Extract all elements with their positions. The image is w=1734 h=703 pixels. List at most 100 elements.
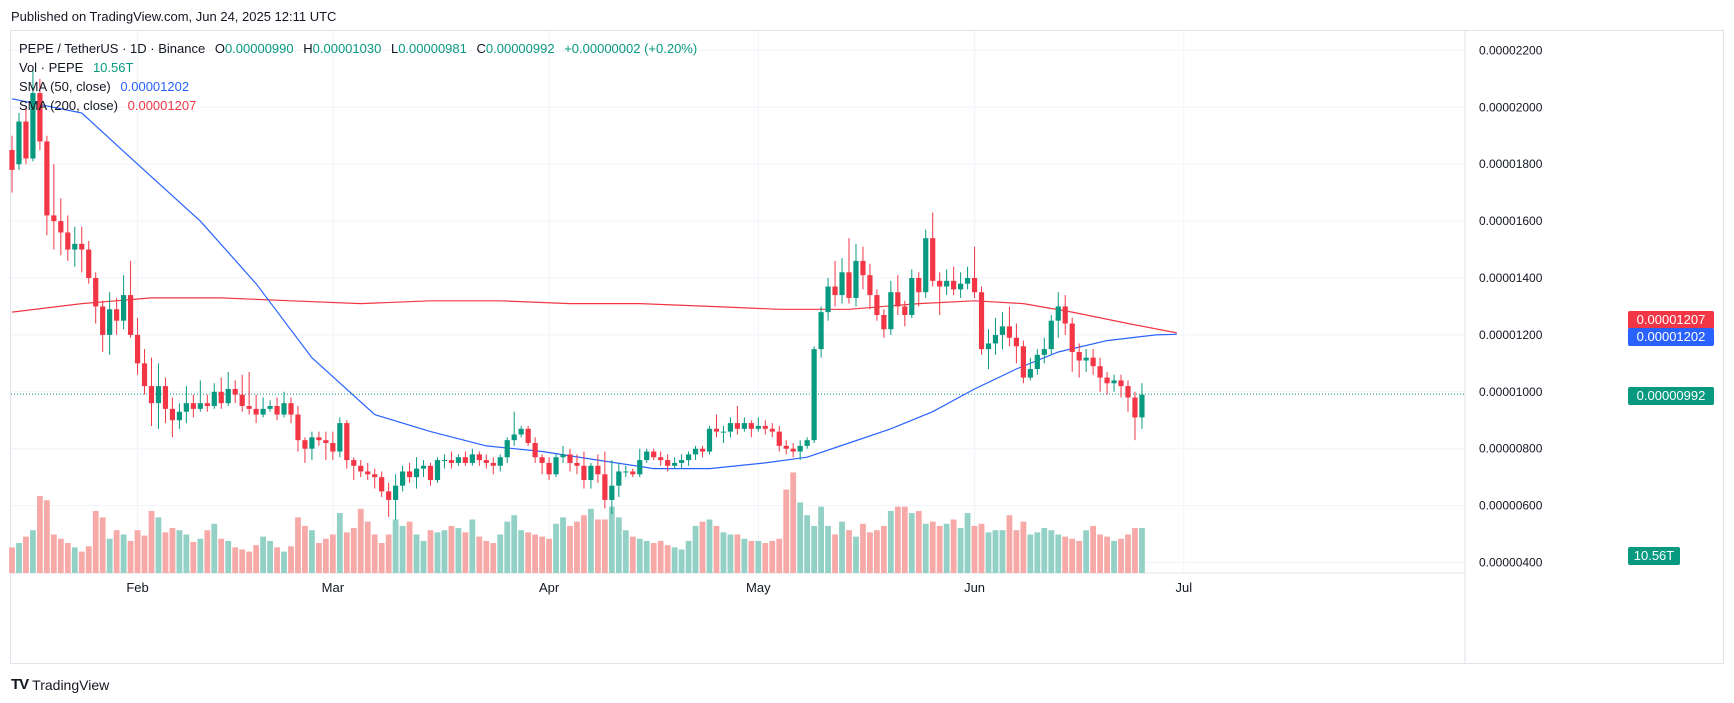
volume-bar bbox=[832, 534, 838, 573]
candle-body bbox=[790, 448, 796, 452]
volume-bar bbox=[469, 519, 476, 573]
volume-bar bbox=[518, 530, 525, 573]
candle-body bbox=[448, 460, 455, 463]
volume-bar bbox=[1111, 540, 1117, 573]
volume-bar bbox=[650, 543, 657, 573]
volume-bar bbox=[1125, 534, 1131, 573]
volume-bar bbox=[441, 530, 448, 573]
candle-body bbox=[1111, 380, 1117, 384]
candle-body bbox=[86, 249, 92, 278]
sma200-label[interactable]: SMA (200, close) bbox=[19, 98, 118, 113]
volume-bar bbox=[462, 532, 469, 573]
x-tick-label: Mar bbox=[322, 580, 345, 595]
volume-bar bbox=[497, 534, 504, 573]
volume-bar bbox=[176, 530, 183, 573]
volume-bar bbox=[887, 510, 894, 573]
candle-body bbox=[658, 457, 664, 461]
volume-label[interactable]: Vol · PEPE bbox=[19, 60, 84, 75]
volume-bar bbox=[302, 525, 308, 573]
candle-body bbox=[65, 232, 71, 250]
high-value: 0.00001030 bbox=[312, 41, 382, 56]
candle-body bbox=[999, 326, 1006, 335]
volume-bar bbox=[281, 551, 287, 573]
volume-bar bbox=[1034, 532, 1041, 573]
candle-body bbox=[1020, 346, 1026, 378]
sma50-price-tag: 0.00001202 bbox=[1628, 328, 1714, 346]
volume-bar bbox=[1132, 528, 1138, 573]
candle-body bbox=[930, 238, 936, 281]
chart-frame[interactable] bbox=[10, 30, 1724, 664]
candle-body bbox=[1076, 351, 1082, 361]
candle-body bbox=[692, 448, 699, 455]
candle-body bbox=[372, 474, 378, 478]
volume-bar bbox=[950, 519, 957, 573]
candle-body bbox=[162, 386, 169, 409]
volume-bar bbox=[1062, 536, 1069, 573]
tradingview-logo-icon[interactable]: TV bbox=[11, 676, 29, 693]
y-tick-label: 0.00001200 bbox=[1479, 328, 1543, 342]
candle-body bbox=[609, 485, 615, 500]
candle-body bbox=[462, 457, 468, 463]
volume-bar bbox=[978, 523, 985, 573]
candle-body bbox=[706, 428, 713, 452]
volume-bar bbox=[218, 538, 225, 573]
volume-bar bbox=[57, 538, 64, 573]
candle-body bbox=[567, 454, 573, 463]
volume-bar bbox=[50, 534, 57, 573]
candle-body bbox=[539, 457, 545, 463]
volume-bar bbox=[999, 530, 1006, 573]
volume-bar bbox=[357, 508, 364, 573]
candle-body bbox=[748, 423, 754, 429]
volume-bar bbox=[525, 532, 532, 573]
candle-body bbox=[434, 460, 441, 480]
candle-body bbox=[525, 428, 531, 444]
volume-bar bbox=[880, 525, 887, 573]
candle-body bbox=[888, 292, 894, 330]
candle-body bbox=[406, 471, 413, 478]
volume-bar bbox=[713, 525, 720, 573]
candle-body bbox=[853, 260, 859, 298]
volume-bar bbox=[601, 519, 608, 573]
volume-bar bbox=[253, 545, 260, 573]
volume-bar bbox=[727, 534, 734, 573]
volume-bar bbox=[399, 525, 406, 573]
candle-body bbox=[616, 471, 622, 486]
candle-body bbox=[978, 292, 985, 350]
symbol-label[interactable]: PEPE / TetherUS · 1D · Binance bbox=[19, 41, 206, 56]
candle-body bbox=[190, 403, 196, 409]
volume-bar bbox=[567, 525, 573, 573]
volume-bar bbox=[350, 528, 357, 573]
candle-body bbox=[441, 460, 448, 462]
volume-bar bbox=[622, 530, 629, 573]
volume-bar bbox=[964, 513, 971, 573]
volume-bar bbox=[148, 510, 155, 573]
volume-bar bbox=[929, 521, 936, 573]
candle-body bbox=[365, 471, 371, 475]
candle-body bbox=[588, 465, 594, 480]
candle-body bbox=[100, 306, 106, 335]
volume-bar bbox=[30, 530, 36, 573]
sma50-label[interactable]: SMA (50, close) bbox=[19, 79, 111, 94]
volume-bar bbox=[364, 521, 371, 573]
candle-body bbox=[1083, 357, 1089, 361]
volume-bar bbox=[385, 534, 392, 573]
candle-body bbox=[1118, 380, 1124, 387]
footer-brand[interactable]: TradingView bbox=[32, 676, 110, 693]
candle-body bbox=[734, 423, 740, 429]
candle-body bbox=[316, 437, 322, 441]
volume-bar bbox=[1020, 521, 1027, 573]
candle-body bbox=[1125, 386, 1131, 398]
volume-bar bbox=[1041, 528, 1048, 573]
volume-bar bbox=[636, 538, 643, 573]
volume-bar bbox=[748, 540, 755, 573]
candle-body bbox=[518, 428, 524, 435]
volume-bar bbox=[720, 532, 727, 573]
candle-body bbox=[804, 440, 810, 446]
candle-body bbox=[909, 278, 915, 315]
candle-body bbox=[1055, 306, 1061, 321]
candle-body bbox=[1013, 337, 1019, 347]
candle-body bbox=[1041, 349, 1047, 355]
candle-body bbox=[1048, 320, 1054, 350]
candle-body bbox=[358, 465, 364, 472]
